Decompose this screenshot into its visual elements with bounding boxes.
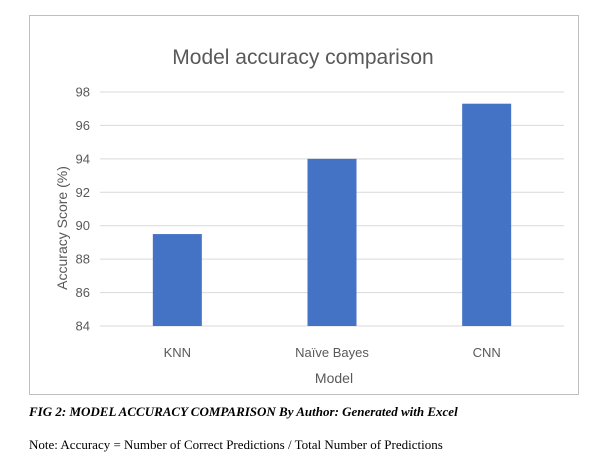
y-tick-label: 94 (76, 151, 90, 166)
x-tick-label: Naïve Bayes (295, 345, 369, 360)
y-tick-label: 98 (76, 85, 90, 100)
x-axis-label: Model (315, 370, 353, 386)
bar-na-ve-bayes (307, 158, 357, 326)
y-tick-label: 84 (76, 319, 90, 334)
figure-caption: FIG 2: MODEL ACCURACY COMPARISON By Auth… (29, 404, 458, 419)
y-tick-label: 90 (76, 218, 90, 233)
chart-frame: Model accuracy comparison 84 86 88 90 92 94 96… (29, 15, 579, 395)
x-tick-label: CNN (473, 345, 501, 360)
bar-knn (152, 234, 202, 326)
bar-cnn (462, 103, 512, 326)
y-axis-label: Accuracy Score (%) (54, 166, 70, 290)
y-tick-label: 92 (76, 185, 90, 200)
y-tick-label: 86 (76, 285, 90, 300)
chart-title: Model accuracy comparison (172, 46, 433, 69)
figure-note: Note: Accuracy = Number of Correct Predi… (29, 437, 443, 452)
y-tick-label: 96 (76, 118, 90, 133)
x-tick-label: KNN (164, 345, 191, 360)
bar-chart: Model accuracy comparison 84 86 88 90 92 94 96… (54, 46, 564, 386)
y-tick-label: 88 (76, 252, 90, 267)
